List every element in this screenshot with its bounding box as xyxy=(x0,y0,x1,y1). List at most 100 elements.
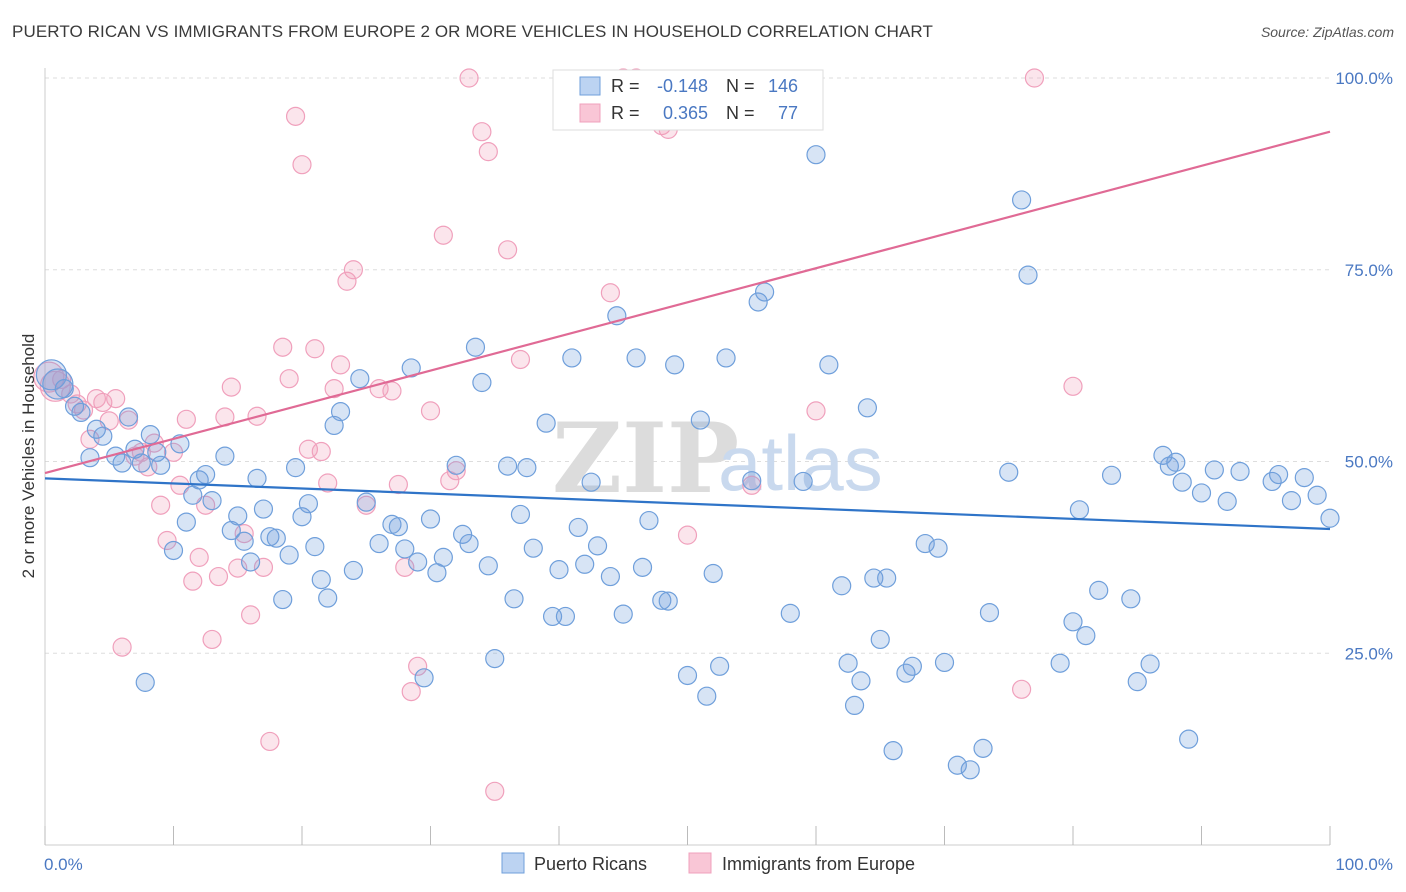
puerto-rican-point-122 xyxy=(1069,500,1090,520)
immigrant-point-31 xyxy=(241,605,261,625)
immigrant-point-25 xyxy=(202,629,222,650)
puerto-rican-point-139 xyxy=(1268,464,1289,485)
puerto-rican-point-141 xyxy=(1294,468,1314,488)
puerto-rican-point-30 xyxy=(253,499,274,519)
puerto-rican-point-46 xyxy=(369,533,389,554)
immigrant-point-21 xyxy=(176,409,196,429)
puerto-rican-point-2 xyxy=(54,379,74,399)
immigrant-point-75 xyxy=(1063,376,1083,396)
puerto-rican-point-84 xyxy=(658,591,678,611)
immigrant-point-55 xyxy=(433,225,453,245)
x-tick-label-1: 100.0% xyxy=(1335,855,1393,874)
immigrant-point-61 xyxy=(485,781,505,801)
puerto-rican-point-114 xyxy=(960,760,980,780)
puerto-rican-point-7 xyxy=(93,426,113,446)
immigrant-point-59 xyxy=(472,122,492,142)
puerto-rican-point-63 xyxy=(498,456,518,476)
puerto-rican-point-100 xyxy=(838,653,858,673)
puerto-rican-point-42 xyxy=(330,402,351,422)
puerto-rican-point-48 xyxy=(388,517,408,537)
immigrant-point-20 xyxy=(170,475,190,495)
puerto-rican-point-4 xyxy=(71,402,91,423)
immigrant-point-45 xyxy=(337,271,357,291)
watermark-atlas: atlas xyxy=(718,419,883,507)
puerto-rican-point-140 xyxy=(1281,491,1302,511)
immigrant-point-60 xyxy=(478,142,498,162)
immigrant-point-11 xyxy=(112,637,132,657)
stats-n-label-1: N = xyxy=(726,76,755,96)
stats-n-value-2: 77 xyxy=(778,103,798,123)
puerto-rican-point-10 xyxy=(118,407,139,427)
y-tick-label-0: 25.0% xyxy=(1345,644,1393,663)
puerto-rican-point-66 xyxy=(517,458,537,478)
puerto-rican-point-31 xyxy=(260,527,280,547)
puerto-rican-point-83 xyxy=(652,590,672,610)
watermark-zip: ZIP xyxy=(552,402,739,515)
puerto-rican-point-12 xyxy=(131,453,151,473)
immigrant-point-36 xyxy=(279,369,299,389)
puerto-rican-point-26 xyxy=(228,506,248,526)
immigrant-point-10 xyxy=(106,389,126,409)
puerto-rican-point-51 xyxy=(408,552,428,572)
immigrant-point-42 xyxy=(318,473,338,493)
puerto-rican-point-32 xyxy=(266,528,286,548)
puerto-rican-point-94 xyxy=(754,282,775,302)
stats-r-value-2: 0.365 xyxy=(663,103,708,123)
puerto-rican-point-85 xyxy=(665,355,685,375)
y-axis-title: 2 or more Vehicles in Household xyxy=(19,334,38,579)
immigrant-point-62 xyxy=(498,240,518,260)
stats-r-label-1: R = xyxy=(611,76,640,96)
puerto-rican-point-40 xyxy=(318,588,338,608)
puerto-rican-point-55 xyxy=(433,547,453,567)
puerto-rican-point-103 xyxy=(857,398,878,418)
puerto-rican-point-111 xyxy=(928,538,948,558)
puerto-rican-point-34 xyxy=(279,545,299,565)
puerto-rican-point-106 xyxy=(877,568,897,588)
puerto-rican-point-49 xyxy=(395,539,415,559)
stats-r-label-2: R = xyxy=(611,103,640,123)
puerto-rican-point-113 xyxy=(947,755,967,775)
puerto-rican-point-95 xyxy=(780,603,800,623)
x-tick-label-0: 0.0% xyxy=(44,855,83,874)
puerto-rican-point-17 xyxy=(163,540,184,561)
puerto-rican-point-136 xyxy=(1217,491,1237,511)
immigrant-point-64 xyxy=(600,283,621,303)
immigrant-point-50 xyxy=(388,474,408,495)
puerto-rican-point-29 xyxy=(247,468,267,488)
puerto-rican-point-105 xyxy=(870,629,890,650)
y-tick-label-2: 75.0% xyxy=(1345,261,1393,280)
data-points xyxy=(33,68,1340,801)
trend-lines xyxy=(44,130,1331,531)
puerto-rican-point-127 xyxy=(1127,672,1147,692)
puerto-rican-trend-line xyxy=(44,477,1331,531)
stats-r-value-1: -0.148 xyxy=(657,76,708,96)
puerto-rican-point-134 xyxy=(1191,483,1212,503)
puerto-rican-point-28 xyxy=(241,552,261,572)
y-tick-label-3: 100.0% xyxy=(1335,69,1393,88)
puerto-rican-point-110 xyxy=(915,533,935,554)
puerto-rican-point-92 xyxy=(742,471,762,491)
puerto-rican-point-27 xyxy=(234,531,254,551)
puerto-rican-point-71 xyxy=(555,606,576,627)
immigrant-point-23 xyxy=(189,547,209,567)
puerto-rican-point-37 xyxy=(298,494,319,514)
immigrant-point-26 xyxy=(208,566,229,587)
puerto-rican-point-56 xyxy=(446,455,466,475)
puerto-rican-point-81 xyxy=(632,557,653,577)
puerto-rican-point-117 xyxy=(999,462,1019,482)
source-label: Source: ZipAtlas.com xyxy=(1260,24,1394,40)
immigrant-point-41 xyxy=(311,441,331,462)
puerto-rican-point-116 xyxy=(979,602,1000,623)
axes xyxy=(44,68,1331,846)
puerto-rican-point-143 xyxy=(1320,508,1340,528)
puerto-rican-point-135 xyxy=(1204,460,1224,480)
puerto-rican-point-60 xyxy=(472,372,492,393)
immigrant-point-28 xyxy=(221,377,241,397)
immigrant-point-22 xyxy=(183,571,203,591)
puerto-rican-point-142 xyxy=(1307,485,1327,505)
puerto-rican-point-79 xyxy=(613,604,633,624)
puerto-rican-point-0 xyxy=(35,359,68,391)
puerto-rican-point-14 xyxy=(140,425,160,445)
puerto-rican-point-9 xyxy=(112,453,132,473)
